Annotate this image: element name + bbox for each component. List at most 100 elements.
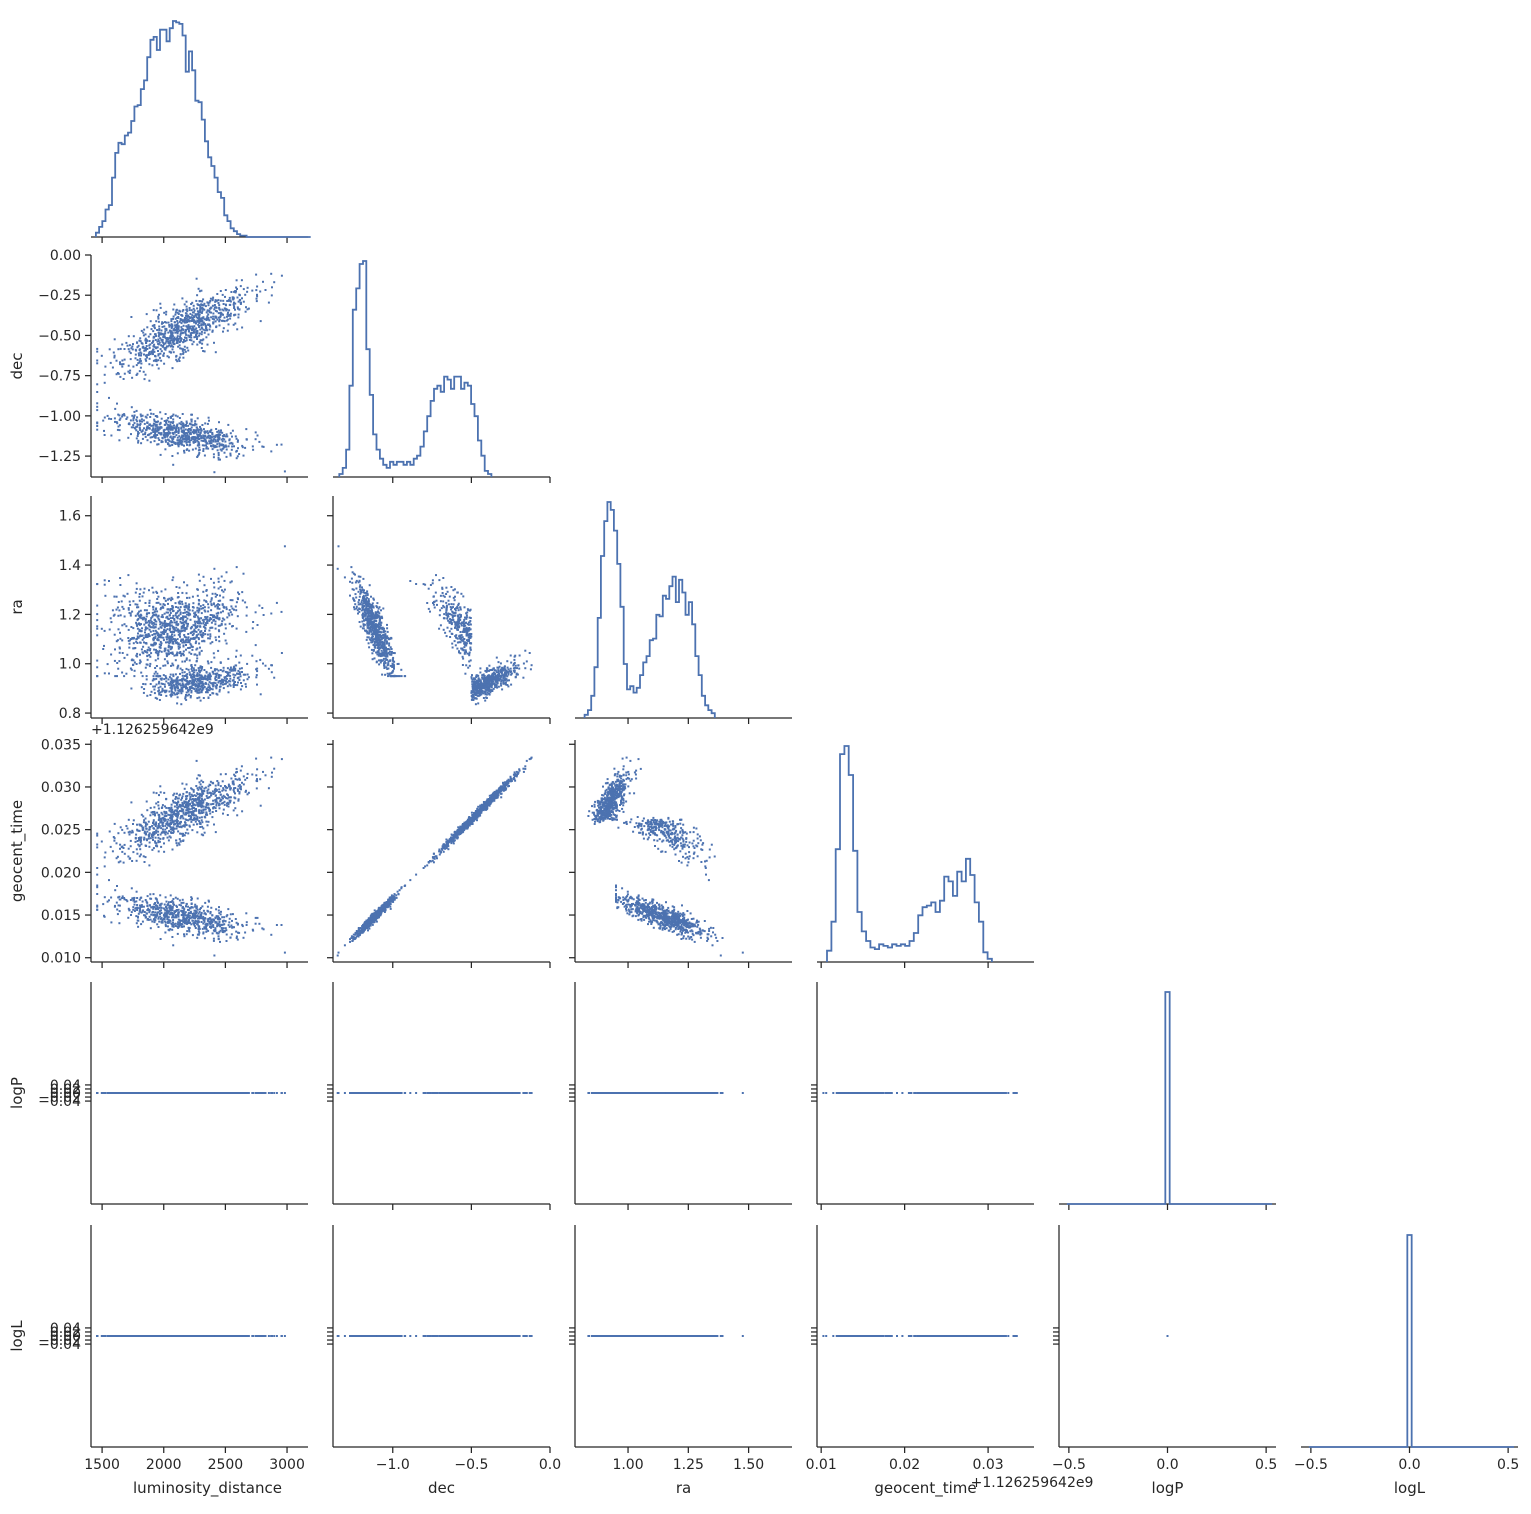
y-tick-label: 0.8 xyxy=(59,706,81,722)
scatter-point xyxy=(201,307,203,309)
scatter-point xyxy=(117,348,119,350)
scatter-point xyxy=(167,426,169,428)
scatter-point xyxy=(133,411,135,413)
scatter-point xyxy=(232,296,234,298)
scatter-point xyxy=(167,332,169,334)
scatter-point xyxy=(164,436,166,438)
scatter-point xyxy=(261,446,263,448)
scatter-point xyxy=(224,296,226,298)
scatter-point xyxy=(133,335,135,337)
scatter-point xyxy=(210,440,212,442)
scatter-point xyxy=(186,306,188,308)
scatter-point xyxy=(180,353,182,355)
scatter-point xyxy=(170,416,172,418)
scatter-point xyxy=(135,357,137,359)
scatter-point xyxy=(170,318,172,320)
scatter-point xyxy=(207,302,209,304)
scatter-point xyxy=(227,424,229,426)
scatter-point xyxy=(163,363,165,365)
scatter-point xyxy=(154,432,156,434)
scatter-point xyxy=(178,435,180,437)
scatter-point xyxy=(174,314,176,316)
scatter-point xyxy=(188,431,190,433)
scatter-point xyxy=(160,307,162,309)
scatter-point xyxy=(157,355,159,357)
scatter-point xyxy=(218,302,220,304)
scatter-point xyxy=(179,344,181,346)
scatter-point xyxy=(190,332,192,334)
scatter-point xyxy=(137,435,139,437)
scatter-point xyxy=(206,442,208,444)
scatter-point xyxy=(170,421,172,423)
scatter-point xyxy=(119,429,121,431)
scatter-point xyxy=(110,362,112,364)
scatter-point xyxy=(198,438,200,440)
scatter-point xyxy=(199,310,201,312)
scatter-point xyxy=(137,442,139,444)
scatter-point xyxy=(116,360,118,362)
scatter-point xyxy=(160,454,162,456)
scatter-point xyxy=(210,429,212,431)
scatter-point xyxy=(144,378,146,380)
scatter-point xyxy=(96,383,98,385)
scatter-point xyxy=(126,654,128,656)
scatter-point xyxy=(159,411,161,413)
scatter-point xyxy=(175,309,177,311)
histogram-dec xyxy=(339,261,491,477)
scatter-point xyxy=(227,314,229,316)
scatter-point xyxy=(257,435,259,437)
scatter-point xyxy=(155,339,157,341)
scatter-point xyxy=(192,312,194,314)
scatter-point xyxy=(216,441,218,443)
scatter-point xyxy=(201,331,203,333)
scatter-point xyxy=(190,433,192,435)
scatter-point xyxy=(191,419,193,421)
scatter-point xyxy=(191,319,193,321)
scatter-point xyxy=(180,427,182,429)
scatter-point xyxy=(216,293,218,295)
scatter-point xyxy=(232,443,234,445)
scatter-point xyxy=(96,351,98,353)
scatter-point xyxy=(237,455,239,457)
scatter-point xyxy=(184,349,186,351)
scatter-point xyxy=(232,430,234,432)
scatter-point xyxy=(189,307,191,309)
scatter-point xyxy=(137,433,139,435)
scatter-point xyxy=(204,422,206,424)
scatter-point xyxy=(203,303,205,305)
scatter-point xyxy=(220,312,222,314)
scatter-point xyxy=(208,420,210,422)
scatter-point xyxy=(218,430,220,432)
scatter-point xyxy=(171,444,173,446)
scatter-point xyxy=(185,429,187,431)
scatter-point xyxy=(212,318,214,320)
scatter-point xyxy=(228,323,230,325)
scatter-point xyxy=(193,341,195,343)
scatter-point xyxy=(145,374,147,376)
scatter-point xyxy=(153,351,155,353)
scatter-point xyxy=(207,324,209,326)
scatter-point xyxy=(168,356,170,358)
scatter-point xyxy=(160,422,162,424)
scatter-point xyxy=(255,274,257,276)
scatter-point xyxy=(130,352,132,354)
scatter-point xyxy=(210,298,212,300)
scatter-point xyxy=(183,429,185,431)
scatter-point xyxy=(144,339,146,341)
scatter-point xyxy=(241,279,243,281)
scatter-point xyxy=(193,431,195,433)
scatter-point xyxy=(148,363,150,365)
scatter-point xyxy=(196,294,198,296)
scatter-point xyxy=(154,359,156,361)
scatter-point xyxy=(155,430,157,432)
scatter-point xyxy=(158,328,160,330)
scatter-point xyxy=(153,423,155,425)
scatter-point xyxy=(178,445,180,447)
scatter-point xyxy=(186,313,188,315)
scatter-point xyxy=(186,326,188,328)
scatter-point xyxy=(197,417,199,419)
scatter-point xyxy=(209,300,211,302)
scatter-point xyxy=(132,424,134,426)
scatter-point xyxy=(164,448,166,450)
scatter-point xyxy=(177,322,179,324)
